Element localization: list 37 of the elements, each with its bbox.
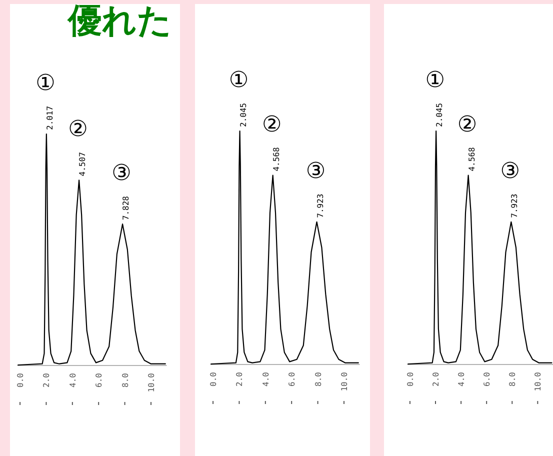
x-tick-label: 10.0 [340,372,349,392]
annotation: ① [36,71,56,96]
x-tick-label: 4.0 [68,372,78,388]
x-tick-label: 0.0 [406,372,415,386]
annotation: ② [68,117,88,142]
x-tick-label: 8.0 [314,372,323,386]
annotation: ③ [500,158,520,184]
annotation: ② [262,112,282,138]
x-tick-label: 6.0 [94,372,104,388]
annotation: ③ [306,158,326,184]
x-tick-label: 4.0 [261,372,270,386]
annotation: 7.828 [122,196,131,220]
annotation: 4.568 [272,147,281,172]
x-tick-label: 6.0 [482,372,492,386]
x-tick-label: 8.0 [508,372,518,386]
x-tick-label: 2.0 [235,372,244,386]
annotation: ② [457,112,478,138]
annotation: ① [425,68,445,93]
x-tick-label: 2.0 [42,372,52,388]
annotation: 2.045 [435,102,444,127]
x-tick-label: 10.0 [534,372,543,392]
x-tick-label: 10.0 [146,372,156,392]
annotation: 4.507 [78,152,88,176]
x-tick-label: 6.0 [288,372,297,386]
annotation: ③ [112,161,132,186]
annotation: 7.923 [510,194,520,218]
annotation: 2.017 [45,106,54,130]
annotation: ① [228,68,249,93]
x-tick-label: 2.0 [432,372,440,386]
chart-title: 優れた [67,1,172,41]
annotation: 7.923 [316,194,325,218]
annotation: 2.045 [238,102,248,127]
x-tick-label: 0.0 [209,372,218,386]
x-tick-label: 4.0 [457,372,466,386]
x-tick-label: 0.0 [16,372,26,388]
x-tick-label: 8.0 [120,372,130,388]
annotation: 4.568 [467,147,476,172]
